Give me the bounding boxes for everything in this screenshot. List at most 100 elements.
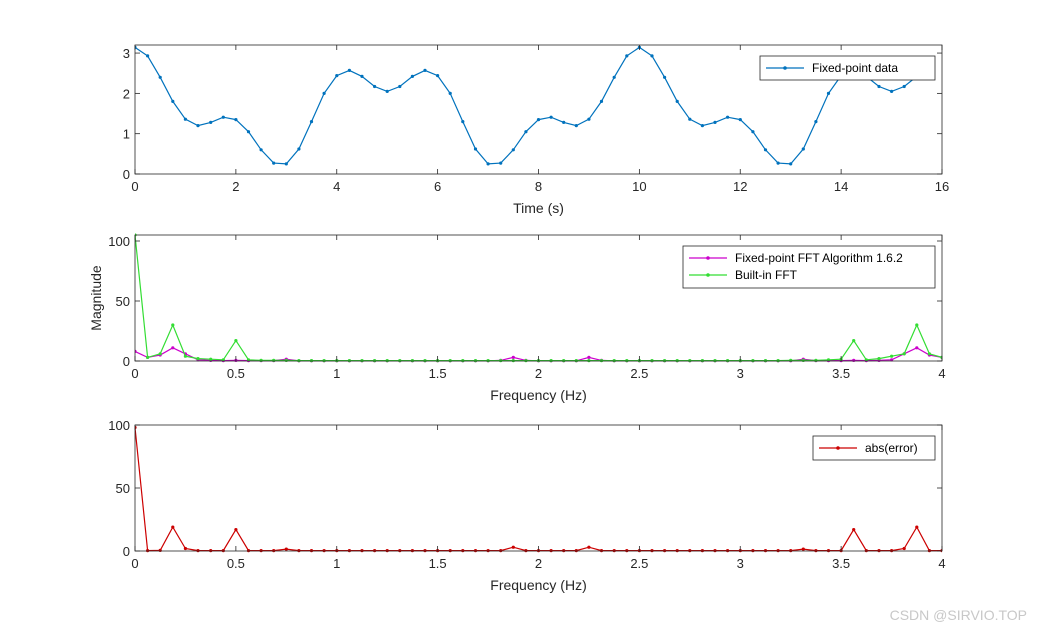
series-1 — [135, 45, 932, 166]
data-point — [587, 355, 591, 359]
x-tick-label: 1.5 — [429, 556, 447, 571]
data-point — [385, 89, 389, 93]
data-point — [587, 117, 591, 121]
x-tick-label: 1 — [333, 366, 340, 381]
x-axis-label: Time (s) — [513, 200, 564, 216]
x-tick-label: 4 — [938, 556, 945, 571]
x-axis-label: Frequency (Hz) — [490, 577, 586, 593]
data-point — [183, 117, 187, 121]
data-point — [486, 549, 490, 553]
data-point — [625, 54, 629, 58]
x-tick-label: 14 — [834, 179, 848, 194]
data-point — [259, 148, 263, 152]
x-tick-label: 0 — [131, 179, 138, 194]
data-point — [322, 549, 326, 553]
data-point — [826, 358, 831, 362]
data-point — [259, 358, 263, 362]
data-point — [259, 549, 263, 553]
x-tick-label: 1.5 — [429, 366, 447, 381]
data-point — [171, 99, 175, 103]
x-tick-label: 2.5 — [630, 366, 648, 381]
data-point — [209, 549, 213, 553]
data-point — [473, 147, 478, 151]
data-point — [158, 548, 162, 553]
data-point — [713, 549, 717, 553]
subplot-2: 0 0.5 1 1.5 2 2.5 3 3.5 4 0 50 100 Frequency (Hz) Mag… — [88, 233, 946, 403]
data-point — [347, 549, 351, 553]
data-point — [234, 118, 238, 122]
data-point — [726, 115, 730, 119]
data-point — [196, 357, 200, 361]
data-point — [902, 546, 906, 551]
data-point — [246, 358, 251, 362]
data-point — [373, 84, 377, 89]
x-axis-label: Frequency (Hz) — [490, 387, 586, 403]
legend-marker — [836, 446, 840, 450]
data-point — [549, 115, 553, 119]
data-point — [272, 161, 276, 165]
data-point — [776, 161, 780, 165]
data-point — [663, 549, 667, 553]
data-point — [877, 549, 881, 553]
data-point — [297, 147, 301, 151]
data-point — [246, 549, 251, 553]
data-point — [826, 91, 831, 95]
y-axis-label: Magnitude — [88, 265, 104, 331]
data-point — [663, 75, 667, 79]
data-point — [146, 355, 150, 359]
legend-label: abs(error) — [865, 441, 918, 455]
x-tick-label: 2 — [232, 179, 239, 194]
y-tick-label: 100 — [108, 234, 130, 249]
legend: Fixed-point FFT Algorithm 1.6.2 Built-in … — [682, 245, 936, 289]
data-point — [562, 120, 566, 124]
x-tick-label: 3 — [737, 556, 744, 571]
data-point — [927, 549, 932, 553]
data-point — [524, 130, 528, 134]
y-tick-label: 1 — [123, 127, 130, 142]
data-point — [902, 352, 906, 356]
data-point — [814, 120, 818, 124]
series-line — [135, 46, 930, 165]
x-tick-label: 12 — [733, 179, 747, 194]
data-point — [877, 357, 881, 361]
x-tick-label: 16 — [935, 179, 949, 194]
data-point — [814, 358, 818, 362]
x-tick-label: 4 — [333, 179, 340, 194]
data-point — [864, 549, 868, 553]
data-point — [511, 355, 515, 359]
data-point — [410, 74, 414, 78]
data-point — [915, 525, 919, 529]
x-tick-label: 3 — [737, 366, 744, 381]
data-point — [246, 130, 251, 134]
data-point — [675, 99, 679, 103]
data-point — [347, 68, 351, 72]
data-point — [272, 549, 276, 553]
data-point — [398, 84, 402, 89]
data-point — [360, 74, 364, 78]
data-point — [864, 358, 868, 362]
data-point — [436, 74, 440, 78]
data-point — [877, 84, 881, 89]
legend-box — [682, 245, 936, 289]
data-point — [360, 549, 364, 553]
x-tick-label: 0.5 — [227, 556, 245, 571]
data-point — [688, 117, 692, 121]
data-point — [852, 528, 856, 532]
data-point — [221, 549, 225, 553]
data-point — [751, 130, 755, 134]
data-point — [789, 162, 793, 166]
data-point — [284, 358, 288, 362]
data-point — [915, 323, 919, 327]
data-point — [726, 549, 730, 553]
data-point — [234, 339, 238, 343]
data-point — [284, 547, 288, 551]
data-point — [612, 75, 616, 79]
y-tick-label: 50 — [116, 294, 130, 309]
data-point — [524, 549, 528, 553]
data-point — [801, 547, 805, 551]
data-point — [650, 54, 654, 58]
data-point — [322, 91, 326, 95]
data-point — [801, 358, 805, 362]
x-tick-label: 0.5 — [227, 366, 245, 381]
data-point — [398, 549, 402, 553]
